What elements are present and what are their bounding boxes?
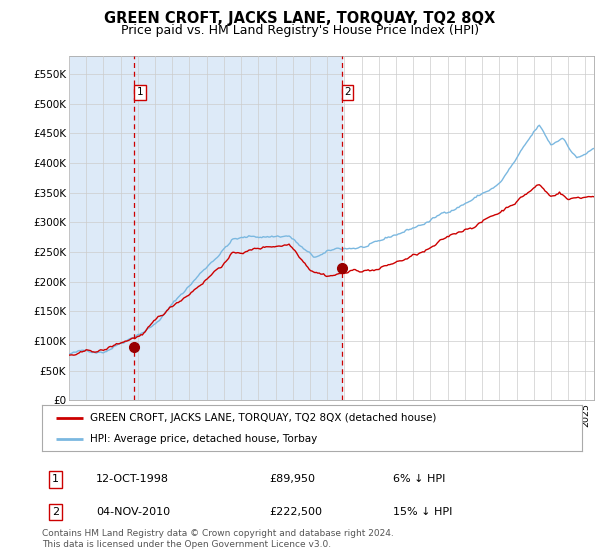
Text: 2: 2 — [52, 507, 59, 517]
Text: 1: 1 — [52, 474, 59, 484]
Text: 04-NOV-2010: 04-NOV-2010 — [96, 507, 170, 517]
Bar — [69, 56, 341, 400]
Text: 6% ↓ HPI: 6% ↓ HPI — [393, 474, 445, 484]
Text: GREEN CROFT, JACKS LANE, TORQUAY, TQ2 8QX (detached house): GREEN CROFT, JACKS LANE, TORQUAY, TQ2 8Q… — [89, 413, 436, 423]
Text: Price paid vs. HM Land Registry's House Price Index (HPI): Price paid vs. HM Land Registry's House … — [121, 24, 479, 36]
Text: £222,500: £222,500 — [269, 507, 322, 517]
Text: 12-OCT-1998: 12-OCT-1998 — [96, 474, 169, 484]
Text: 1: 1 — [137, 87, 143, 97]
Text: Contains HM Land Registry data © Crown copyright and database right 2024.
This d: Contains HM Land Registry data © Crown c… — [42, 529, 394, 549]
Text: 15% ↓ HPI: 15% ↓ HPI — [393, 507, 452, 517]
Text: HPI: Average price, detached house, Torbay: HPI: Average price, detached house, Torb… — [89, 435, 317, 444]
Text: 2: 2 — [344, 87, 351, 97]
Text: GREEN CROFT, JACKS LANE, TORQUAY, TQ2 8QX: GREEN CROFT, JACKS LANE, TORQUAY, TQ2 8Q… — [104, 11, 496, 26]
Text: £89,950: £89,950 — [269, 474, 315, 484]
